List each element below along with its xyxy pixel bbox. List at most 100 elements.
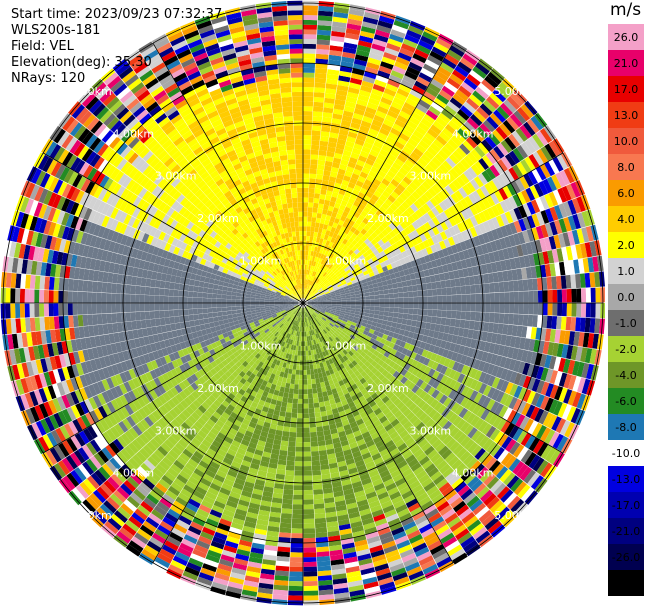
velocity-cell: [342, 210, 349, 218]
velocity-cell: [349, 156, 358, 164]
velocity-cell: [387, 284, 393, 290]
velocity-cell: [305, 355, 309, 361]
velocity-cell: [291, 528, 303, 534]
velocity-cell: [314, 508, 326, 514]
velocity-cell: [346, 300, 351, 303]
velocity-cell: [337, 168, 346, 176]
velocity-cell: [284, 474, 294, 481]
velocity-cell: [406, 319, 412, 326]
velocity-cell: [368, 313, 375, 318]
velocity-cell: [303, 576, 318, 582]
velocity-cell: [442, 174, 452, 185]
velocity-cell: [331, 118, 342, 125]
velocity-cell: [303, 547, 317, 553]
velocity-cell: [399, 132, 410, 142]
velocity-cell: [455, 89, 469, 102]
velocity-cell: [316, 426, 324, 432]
velocity-cell: [518, 303, 524, 315]
velocity-cell: [460, 158, 471, 170]
velocity-cell: [332, 232, 338, 239]
velocity-cell: [319, 406, 326, 412]
velocity-cell: [336, 138, 347, 146]
velocity-cell: [392, 317, 398, 323]
velocity-cell: [417, 157, 428, 168]
velocity-cell: [312, 282, 316, 287]
velocity-cell: [319, 275, 325, 281]
velocity-cell: [363, 11, 380, 20]
velocity-cell: [289, 571, 303, 577]
velocity-cell: [345, 96, 358, 104]
velocity-cell: [291, 518, 303, 524]
velocity-cell: [383, 87, 397, 97]
velocity-cell: [303, 197, 309, 203]
velocity-cell: [303, 475, 313, 481]
velocity-cell: [316, 48, 330, 55]
velocity-cell: [520, 103, 534, 119]
velocity-cell: [379, 298, 385, 303]
velocity-cell: [388, 293, 395, 299]
velocity-cell: [313, 489, 324, 495]
velocity-cell: [293, 485, 303, 491]
velocity-cell: [309, 427, 317, 433]
velocity-cell: [346, 298, 351, 301]
velocity-cell: [324, 280, 330, 285]
velocity-cell: [289, 566, 303, 572]
velocity-cell: [296, 422, 303, 428]
velocity-cell: [445, 279, 451, 288]
velocity-cell: [477, 142, 490, 155]
velocity-cell: [303, 341, 306, 347]
velocity-cell: [320, 282, 325, 287]
velocity-cell: [303, 250, 306, 256]
velocity-cell: [324, 273, 329, 278]
velocity-cell: [351, 68, 365, 76]
velocity-cell: [362, 115, 374, 124]
velocity-cell: [446, 287, 452, 296]
velocity-cell: [463, 121, 476, 133]
velocity-cell: [445, 318, 451, 326]
velocity-cell: [323, 170, 331, 177]
velocity-cell: [303, 178, 310, 184]
velocity-cell: [344, 253, 351, 259]
velocity-cell: [303, 384, 308, 390]
velocity-cell: [434, 153, 446, 164]
velocity-cell: [320, 218, 326, 225]
velocity-cell: [313, 402, 320, 408]
velocity-cell: [344, 206, 351, 214]
velocity-cell: [315, 527, 328, 534]
velocity-cell: [374, 228, 382, 236]
velocity-cell: [450, 135, 463, 147]
velocity-cell: [566, 303, 572, 317]
velocity-cell: [311, 140, 320, 146]
velocity-cell: [321, 270, 326, 276]
velocity-cell: [386, 206, 395, 215]
velocity-cell: [479, 123, 492, 136]
velocity-cell: [486, 96, 500, 110]
velocity-cell: [324, 219, 330, 226]
velocity-cell: [484, 136, 497, 149]
velocity-cell: [303, 125, 312, 131]
velocity-cell: [288, 595, 303, 601]
velocity-cell: [350, 226, 357, 233]
velocity-cell: [565, 316, 572, 331]
velocity-cell: [309, 270, 312, 276]
velocity-cell: [318, 10, 333, 17]
velocity-cell: [307, 260, 310, 266]
velocity-cell: [361, 183, 370, 191]
velocity-cell: [412, 129, 424, 140]
velocity-cell: [340, 215, 347, 222]
velocity-cell: [303, 566, 318, 572]
velocity-cell: [430, 124, 442, 135]
velocity-cell: [306, 235, 310, 241]
velocity-cell: [488, 132, 501, 146]
velocity-cell: [319, 140, 329, 147]
velocity-cell: [335, 213, 342, 220]
velocity-cell: [339, 242, 346, 249]
velocity-cell: [334, 99, 346, 106]
velocity-cell: [408, 303, 414, 309]
velocity-cell: [441, 287, 447, 296]
velocity-cell: [363, 194, 371, 203]
velocity-cell: [399, 192, 408, 201]
velocity-cell: [361, 146, 371, 154]
velocity-cell: [444, 142, 456, 154]
velocity-cell: [348, 237, 355, 244]
